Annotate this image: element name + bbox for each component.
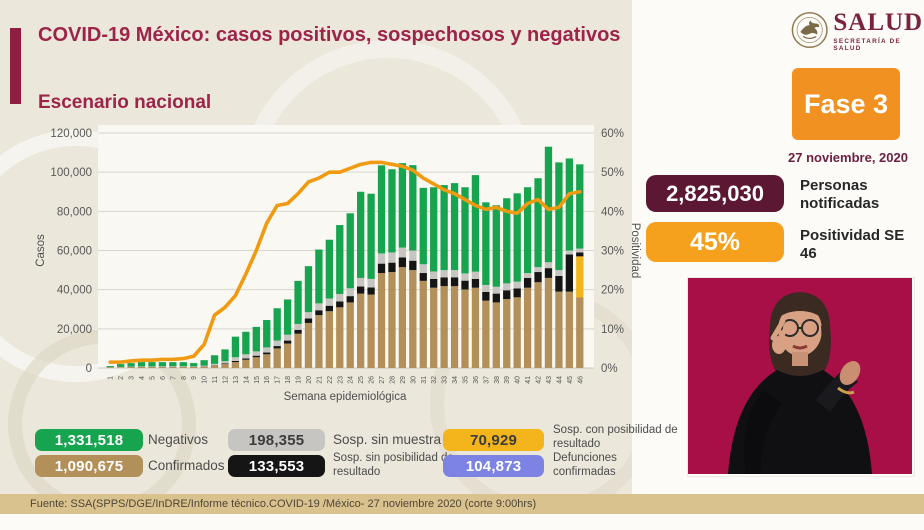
svg-text:1: 1: [108, 376, 115, 380]
legend-badge-defunciones: 104,873: [443, 455, 544, 477]
svg-text:18: 18: [285, 376, 292, 384]
svg-text:39: 39: [504, 376, 511, 384]
svg-text:21: 21: [316, 376, 323, 384]
footer-source-text: Fuente: SSA(SPPS/DGE/InDRE/Informe técni…: [30, 498, 537, 510]
svg-text:34: 34: [452, 376, 459, 384]
personas-notificadas-value-badge: 2,825,030: [646, 175, 784, 212]
svg-text:0: 0: [86, 363, 92, 375]
svg-text:32: 32: [431, 376, 438, 384]
svg-text:26: 26: [369, 376, 376, 384]
svg-text:29: 29: [400, 376, 407, 384]
svg-text:13: 13: [233, 376, 240, 384]
svg-text:30%: 30%: [601, 246, 624, 258]
svg-text:80,000: 80,000: [57, 206, 92, 218]
legend-label-sosp-sin-posibilidad: Sosp. sin posibilidad de resultado: [333, 452, 454, 478]
legend-badge-sosp-sin-muestra: 198,355: [228, 429, 325, 451]
svg-text:Casos: Casos: [35, 234, 47, 267]
svg-text:30: 30: [410, 376, 417, 384]
svg-text:4: 4: [139, 376, 146, 380]
svg-text:38: 38: [494, 376, 501, 384]
svg-text:14: 14: [243, 376, 250, 384]
svg-text:23: 23: [337, 376, 344, 384]
svg-text:60%: 60%: [601, 128, 624, 140]
svg-text:16: 16: [264, 376, 271, 384]
svg-text:6: 6: [160, 376, 167, 380]
salud-eagle-emblem-icon: [791, 11, 828, 49]
svg-text:15: 15: [254, 376, 261, 384]
legend-label-negativos: Negativos: [148, 432, 209, 447]
svg-text:17: 17: [275, 376, 282, 384]
positividad-label: Positividad SE 46: [800, 227, 905, 262]
sign-language-interpreter-illustration: [688, 278, 912, 474]
svg-text:11: 11: [212, 376, 219, 383]
svg-text:8: 8: [181, 376, 188, 380]
svg-text:31: 31: [421, 376, 428, 384]
report-date: 27 noviembre, 2020: [788, 150, 908, 165]
svg-text:100,000: 100,000: [50, 167, 92, 179]
svg-text:10: 10: [202, 376, 209, 384]
svg-text:46: 46: [577, 376, 584, 384]
svg-text:40,000: 40,000: [57, 285, 92, 297]
svg-text:22: 22: [327, 376, 334, 384]
positividad-value-badge: 45%: [646, 222, 784, 262]
legend-label-confirmados: Confirmados: [148, 458, 225, 473]
svg-text:19: 19: [296, 376, 303, 384]
svg-text:35: 35: [463, 376, 470, 384]
svg-text:Positividad: Positividad: [629, 223, 641, 279]
svg-text:12: 12: [223, 376, 230, 384]
svg-text:20,000: 20,000: [57, 324, 92, 336]
svg-text:0%: 0%: [601, 363, 618, 375]
svg-text:37: 37: [483, 376, 490, 384]
legend-badge-confirmados: 1,090,675: [35, 455, 143, 477]
svg-text:25: 25: [358, 376, 365, 384]
legend-label-sosp-sin-muestra: Sosp. sin muestra: [333, 432, 442, 447]
svg-text:44: 44: [556, 376, 563, 384]
svg-text:42: 42: [536, 376, 543, 384]
salud-logo-text: SALUD: [833, 9, 924, 36]
svg-text:2: 2: [118, 376, 125, 380]
bottom-white-strip: [0, 514, 924, 530]
sign-language-interpreter-video: [687, 277, 915, 477]
svg-text:Semana epidemiológica: Semana epidemiológica: [284, 391, 407, 403]
svg-text:43: 43: [546, 376, 553, 384]
svg-text:33: 33: [442, 376, 449, 384]
svg-text:41: 41: [525, 376, 532, 384]
svg-text:27: 27: [379, 376, 386, 384]
svg-text:20%: 20%: [601, 285, 624, 297]
personas-notificadas-label: Personas notificadas: [800, 177, 880, 212]
legend-label-defunciones: Defunciones confirmadas: [553, 452, 617, 478]
svg-text:9: 9: [191, 376, 198, 380]
legend-badge-sosp-con-posibilidad: 70,929: [443, 429, 544, 451]
svg-text:10%: 10%: [601, 324, 624, 336]
svg-text:20: 20: [306, 376, 313, 384]
phase-badge: Fase 3: [792, 68, 900, 140]
svg-text:36: 36: [473, 376, 480, 384]
salud-logo-subtext: SECRETARÍA DE SALUD: [833, 38, 902, 52]
svg-text:120,000: 120,000: [50, 128, 92, 140]
svg-text:28: 28: [389, 376, 396, 384]
title-accent-bar: [10, 28, 21, 104]
page-subtitle: Escenario nacional: [38, 92, 212, 113]
svg-text:40: 40: [515, 376, 522, 384]
svg-text:45: 45: [567, 376, 574, 384]
svg-text:40%: 40%: [601, 206, 624, 218]
epidemic-week-chart: 0 0% 20,000 10% 40,000 20% 60,000 30% 80,000 40% 1…: [30, 118, 650, 410]
svg-text:60,000: 60,000: [57, 246, 92, 258]
salud-wordmark: SALUD SECRETARÍA DE SALUD: [833, 10, 924, 52]
salud-logo: SALUD SECRETARÍA DE SALUD: [791, 10, 924, 52]
legend-label-sosp-con-posibilidad: Sosp. con posibilidad de resultado: [553, 424, 678, 450]
footer-source-bar: Fuente: SSA(SPPS/DGE/InDRE/Informe técni…: [0, 494, 924, 514]
legend-badge-negativos: 1,331,518: [35, 429, 143, 451]
page-title: COVID-19 México: casos positivos, sospec…: [38, 24, 621, 46]
svg-text:7: 7: [170, 376, 177, 380]
svg-text:5: 5: [149, 376, 156, 380]
svg-text:24: 24: [348, 376, 355, 384]
legend-badge-sosp-sin-posibilidad: 133,553: [228, 455, 325, 477]
stacked-bar-line-chart: 0 0% 20,000 10% 40,000 20% 60,000 30% 80,000 40% 1…: [35, 125, 641, 403]
svg-text:50%: 50%: [601, 167, 624, 179]
svg-text:3: 3: [129, 376, 136, 380]
